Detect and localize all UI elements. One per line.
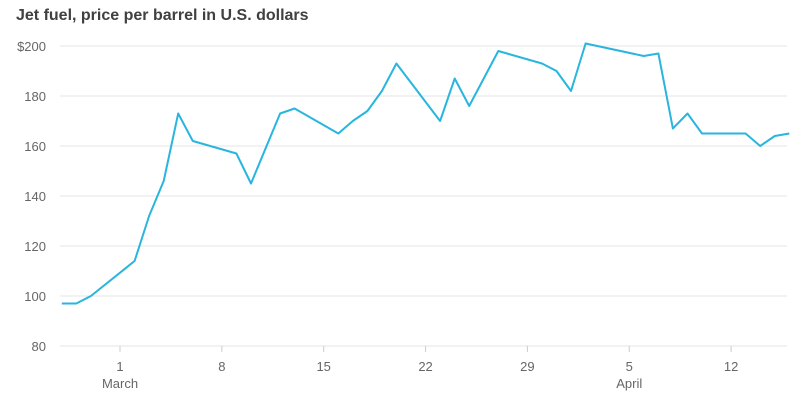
x-tick-label: 15	[316, 359, 330, 374]
x-tick-label: 22	[418, 359, 432, 374]
y-tick-label: 180	[24, 89, 46, 104]
y-tick-label: 140	[24, 189, 46, 204]
y-tick-label: 160	[24, 139, 46, 154]
y-tick-label: 120	[24, 239, 46, 254]
y-tick-label: 80	[32, 339, 46, 354]
x-month-label: March	[102, 376, 138, 391]
y-tick-label: $200	[17, 39, 46, 54]
x-month-label: April	[616, 376, 642, 391]
chart-title: Jet fuel, price per barrel in U.S. dolla…	[16, 7, 309, 24]
y-tick-label: 100	[24, 289, 46, 304]
x-tick-label: 29	[520, 359, 534, 374]
x-tick-label: 8	[218, 359, 225, 374]
x-tick-label: 12	[724, 359, 738, 374]
x-tick-label: 1	[116, 359, 123, 374]
series-line	[61, 42, 790, 305]
x-tick-label: 5	[626, 359, 633, 374]
